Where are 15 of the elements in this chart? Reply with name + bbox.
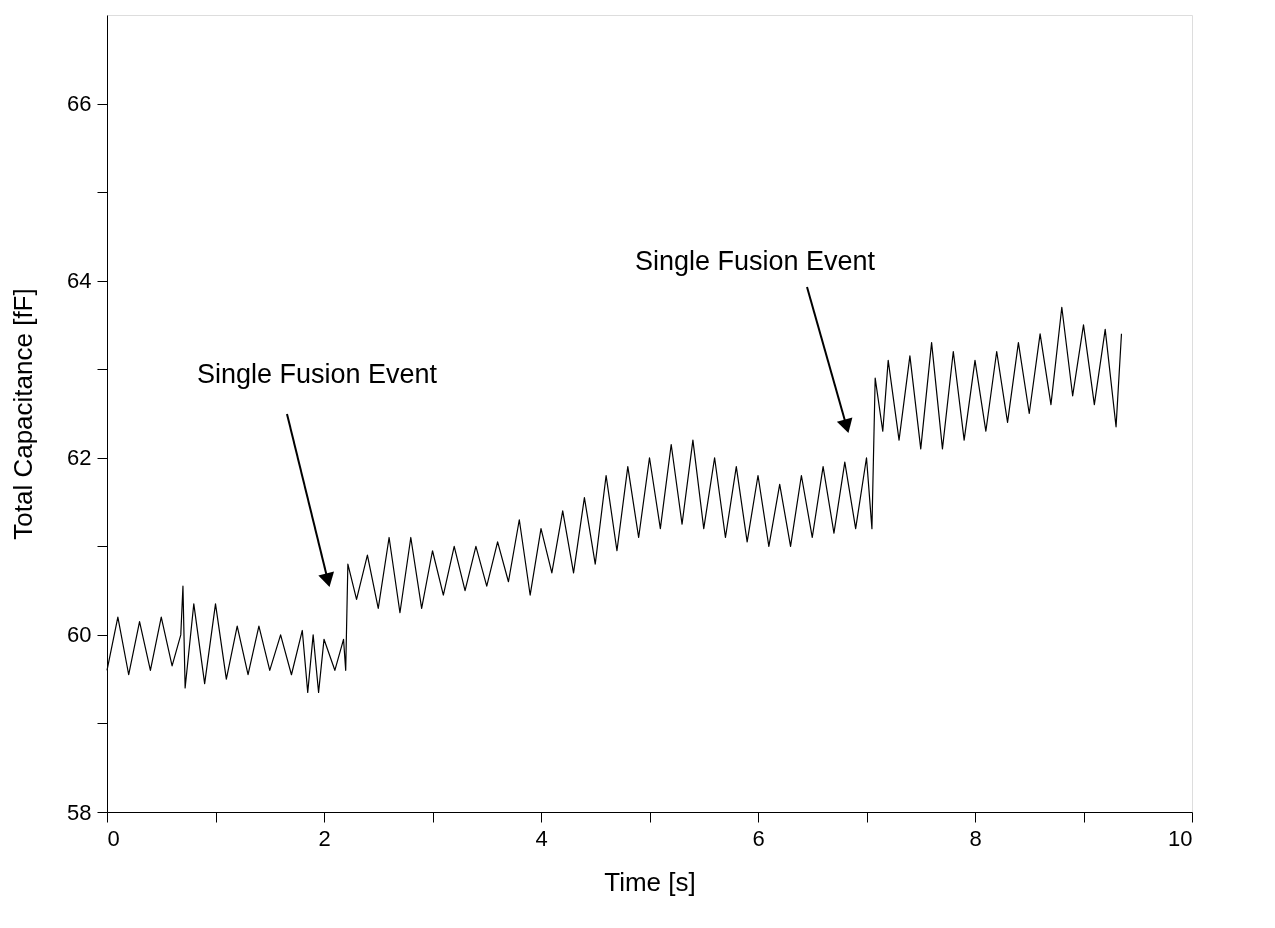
- x-tick-label: 0: [107, 825, 120, 851]
- annotation: Single Fusion Event: [196, 359, 438, 389]
- y-tick-label: 58: [67, 799, 92, 825]
- y-tick-label: 66: [67, 91, 92, 117]
- x-tick-label: 8: [969, 825, 982, 851]
- x-tick-label: 4: [535, 825, 548, 851]
- y-tick-label: 60: [67, 622, 92, 648]
- y-tick-label: 64: [67, 268, 92, 294]
- y-axis-title: Total Capacitance [fF]: [8, 288, 39, 540]
- x-axis-title: Time [s]: [604, 866, 696, 897]
- annotation: Single Fusion Event: [634, 246, 876, 276]
- x-tick-label: 6: [752, 825, 765, 851]
- x-tick-label: 2: [318, 825, 331, 851]
- y-tick-label: 62: [67, 445, 92, 471]
- x-tick-label: 10: [1168, 825, 1193, 851]
